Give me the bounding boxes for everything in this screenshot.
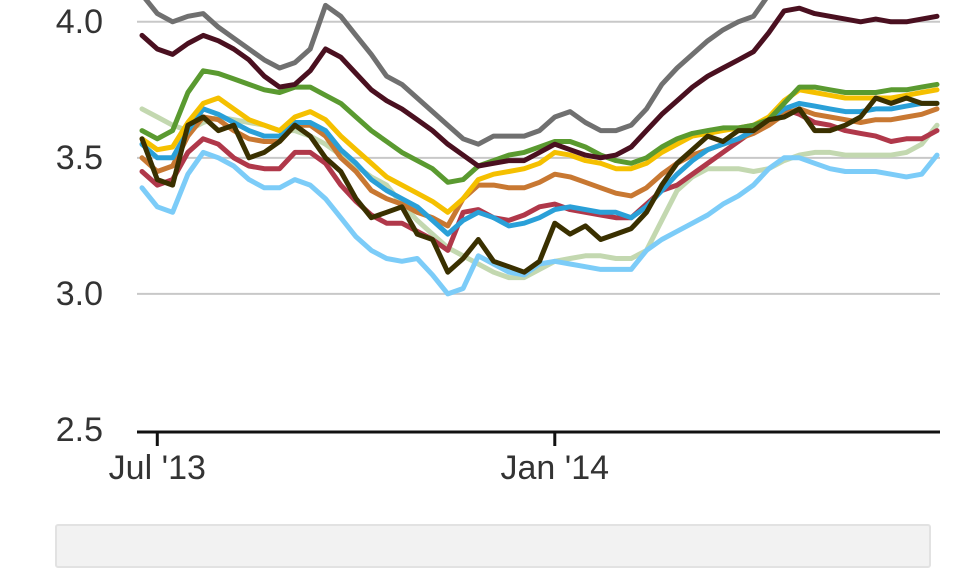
series-line <box>139 100 940 237</box>
x-tick-label: Jul '13 <box>109 449 206 487</box>
series-line <box>143 0 769 147</box>
y-tick-label: 2.5 <box>56 411 103 449</box>
y-tick-label: 3.0 <box>56 275 103 313</box>
series-line <box>139 68 940 185</box>
series-group <box>139 0 940 297</box>
chart: 2.5 3.0 3.5 4.0 Jul '13 Jan '14 <box>56 0 940 487</box>
x-tick-label: Jan '14 <box>500 449 609 487</box>
axes: 2.5 3.0 3.5 4.0 Jul '13 Jan '14 <box>56 3 940 487</box>
y-tick-label: 3.5 <box>56 139 103 177</box>
footer-panel <box>55 524 931 568</box>
series-line <box>139 5 940 169</box>
grid <box>137 20 940 295</box>
series-line <box>139 87 940 215</box>
page: {"chart_data": {"type": "line", "categor… <box>55 0 940 568</box>
y-tick-label: 4.0 <box>56 3 103 41</box>
series-line <box>139 95 940 275</box>
series-line <box>139 149 940 297</box>
series-line <box>139 106 940 229</box>
